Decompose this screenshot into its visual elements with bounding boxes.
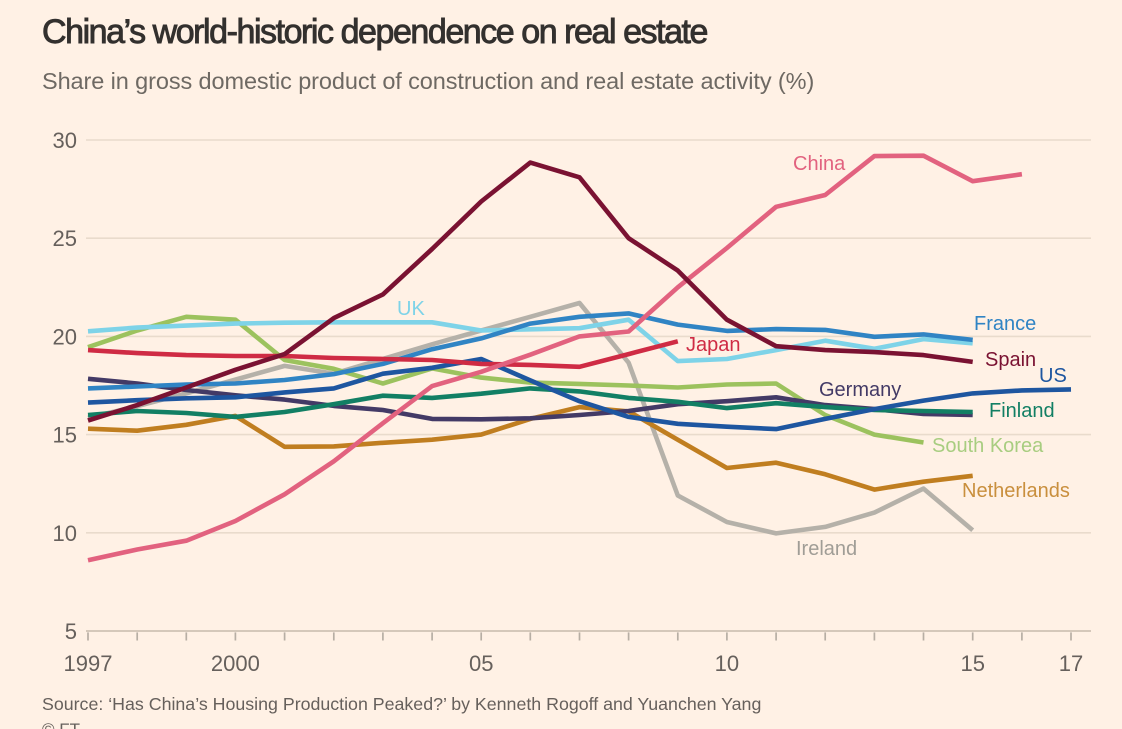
svg-text:Netherlands: Netherlands — [962, 480, 1070, 502]
svg-text:US: US — [1039, 365, 1067, 387]
svg-text:Finland: Finland — [989, 400, 1055, 422]
svg-text:25: 25 — [53, 226, 77, 251]
svg-text:China: China — [793, 153, 846, 175]
svg-text:South Korea: South Korea — [932, 435, 1044, 457]
svg-text:10: 10 — [53, 521, 77, 546]
svg-text:10: 10 — [715, 651, 739, 676]
svg-text:15: 15 — [960, 651, 984, 676]
svg-text:05: 05 — [469, 651, 493, 676]
svg-text:20: 20 — [53, 324, 77, 349]
svg-text:Ireland: Ireland — [796, 538, 857, 560]
svg-text:2000: 2000 — [211, 651, 260, 676]
svg-text:30: 30 — [53, 128, 77, 153]
svg-text:UK: UK — [397, 298, 425, 320]
svg-text:5: 5 — [65, 619, 77, 644]
svg-text:France: France — [974, 313, 1036, 335]
svg-text:Spain: Spain — [985, 349, 1036, 371]
svg-text:1997: 1997 — [64, 651, 113, 676]
svg-text:15: 15 — [53, 423, 77, 448]
svg-text:Germany: Germany — [819, 379, 901, 401]
svg-text:Japan: Japan — [686, 334, 741, 356]
svg-text:17: 17 — [1059, 651, 1083, 676]
